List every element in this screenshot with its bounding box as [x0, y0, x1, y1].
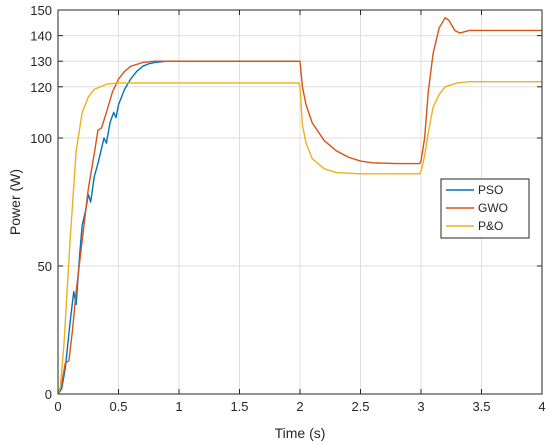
- x-tick-label: 0: [54, 399, 61, 414]
- x-tick-label: 0.5: [109, 399, 127, 414]
- x-tick-label: 1: [175, 399, 182, 414]
- legend: PSO GWO P&O: [440, 178, 530, 239]
- y-tick-label: 130: [30, 54, 52, 69]
- legend-label: P&O: [478, 219, 503, 233]
- y-tick-label: 0: [45, 387, 52, 402]
- x-tick-label: 3: [417, 399, 424, 414]
- y-tick-label: 140: [30, 29, 52, 44]
- ticks: [57, 9, 543, 395]
- y-tick-label: 50: [38, 259, 52, 274]
- x-tick-label: 2: [296, 399, 303, 414]
- y-axis-title: Power (W): [7, 169, 23, 235]
- y-tick-label: 120: [30, 80, 52, 95]
- legend-label: PSO: [478, 183, 503, 197]
- y-tick-labels: 0 50 100 120 130 140 150: [30, 3, 52, 402]
- x-axis-title: Time (s): [275, 425, 326, 441]
- x-tick-label: 2.5: [351, 399, 369, 414]
- y-tick-label: 100: [30, 131, 52, 146]
- x-tick-label: 4: [538, 399, 545, 414]
- series-line-p-o: [57, 80, 542, 395]
- series-line-gwo: [57, 16, 542, 395]
- x-tick-label: 1.5: [230, 399, 248, 414]
- series-lines: [57, 16, 542, 395]
- y-tick-label: 150: [30, 3, 52, 18]
- x-tick-label: 3.5: [472, 399, 490, 414]
- x-tick-labels: 0 0.5 1 1.5 2 2.5 3 3.5 4: [54, 399, 545, 414]
- legend-label: GWO: [478, 201, 508, 215]
